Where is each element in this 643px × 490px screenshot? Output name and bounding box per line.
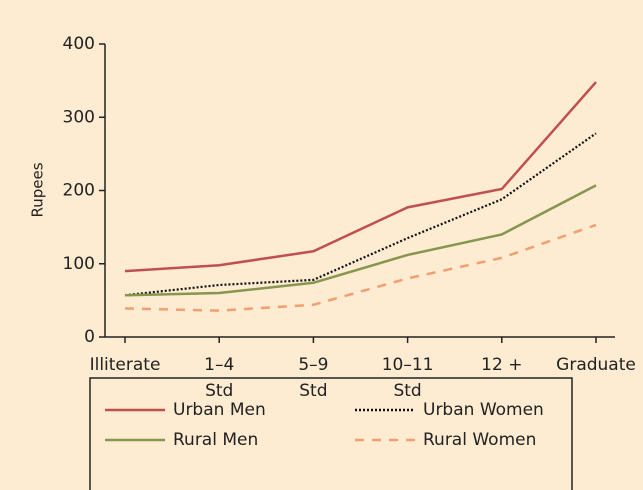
y-tick-label: 0	[84, 327, 95, 347]
x-tick-label: 12 +	[481, 355, 522, 375]
y-axis-label: Rupees	[29, 162, 47, 217]
x-tick-label: 1–4	[204, 355, 234, 375]
series-line	[124, 81, 597, 273]
series-line	[124, 223, 597, 312]
x-tick-label: Std	[205, 381, 233, 401]
y-tick-label: 200	[63, 181, 95, 201]
y-tick-label: 400	[63, 34, 95, 54]
y-tick-label: 300	[63, 107, 95, 127]
x-tick-label: 10–11	[382, 355, 434, 375]
legend-box	[89, 377, 573, 490]
series-line	[124, 184, 597, 297]
legend-label: Rural Men	[173, 430, 258, 450]
x-tick-label: Illiterate	[90, 355, 161, 375]
x-tick-label: Std	[299, 381, 327, 401]
legend-label: Urban Men	[173, 400, 266, 420]
series-line	[124, 132, 597, 297]
x-tick-label: Graduate	[556, 355, 636, 375]
legend-label: Rural Women	[423, 430, 536, 450]
x-tick-label: Std	[393, 381, 421, 401]
x-tick-label: 5–9	[298, 355, 328, 375]
y-tick-label: 100	[63, 254, 95, 274]
legend-label: Urban Women	[423, 400, 544, 420]
